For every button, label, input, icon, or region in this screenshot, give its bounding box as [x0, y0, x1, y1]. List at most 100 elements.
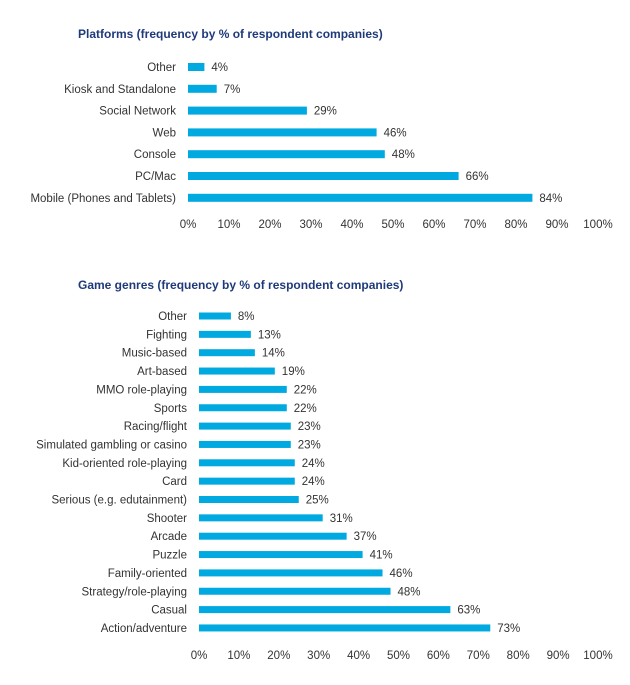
platforms-category-label: Web — [153, 127, 176, 139]
genres-value-label: 25% — [306, 495, 329, 507]
genres-category-label: Strategy/role-playing — [82, 586, 187, 598]
platforms-value-label: 84% — [539, 193, 562, 205]
platforms-value-label: 4% — [211, 62, 228, 74]
platforms-chart: Platforms (frequency by % of respondent … — [30, 27, 612, 231]
genres-category-label: Racing/flight — [124, 421, 188, 433]
genres-bar — [199, 514, 323, 522]
genres-value-label: 24% — [302, 476, 325, 488]
platforms-value-label: 29% — [314, 106, 337, 118]
genres-value-label: 23% — [298, 421, 321, 433]
platforms-value-label: 48% — [392, 149, 415, 161]
genres-value-label: 14% — [262, 348, 285, 360]
genres-bar — [199, 459, 295, 467]
platforms-chart-title: Platforms (frequency by % of respondent … — [78, 27, 383, 41]
platforms-category-label: Other — [147, 62, 176, 74]
genres-bar — [199, 330, 251, 338]
platforms-category-label: Mobile (Phones and Tablets) — [30, 193, 176, 205]
genres-category-label: Card — [162, 476, 187, 488]
platforms-x-tick-label: 0% — [180, 219, 197, 231]
genres-x-tick-label: 80% — [507, 650, 530, 662]
platforms-x-tick-label: 80% — [504, 219, 527, 231]
genres-bar — [199, 569, 383, 577]
genres-bar — [199, 606, 451, 614]
genres-value-label: 31% — [330, 513, 353, 525]
genres-category-label: Sports — [154, 403, 187, 415]
platforms-bar — [188, 193, 533, 202]
genres-category-label: Simulated gambling or casino — [36, 439, 187, 451]
platforms-x-tick-label: 100% — [583, 219, 612, 231]
platforms-value-label: 7% — [224, 84, 241, 96]
genres-bar — [199, 551, 363, 559]
platforms-value-label: 46% — [384, 127, 407, 139]
genres-x-tick-label: 60% — [427, 650, 450, 662]
genres-bar — [199, 624, 491, 632]
genres-category-label: Action/adventure — [101, 623, 187, 635]
genres-value-label: 8% — [238, 311, 255, 323]
genres-value-label: 24% — [302, 458, 325, 470]
platforms-value-label: 66% — [466, 171, 489, 183]
genres-category-label: Arcade — [151, 531, 187, 543]
genres-category-label: MMO role-playing — [96, 384, 187, 396]
genres-x-tick-label: 50% — [387, 650, 410, 662]
genres-value-label: 22% — [294, 384, 317, 396]
platforms-x-tick-label: 20% — [258, 219, 281, 231]
genres-bar — [199, 496, 299, 503]
genres-bar — [199, 367, 275, 375]
platforms-bar — [188, 128, 377, 137]
platforms-x-tick-label: 70% — [463, 219, 486, 231]
genres-value-label: 46% — [390, 568, 413, 580]
genres-x-tick-label: 70% — [467, 650, 490, 662]
genres-category-label: Other — [158, 311, 187, 323]
genres-value-label: 37% — [354, 531, 377, 543]
platforms-x-tick-label: 40% — [340, 219, 363, 231]
genres-value-label: 73% — [497, 623, 520, 635]
genres-x-tick-label: 30% — [307, 650, 330, 662]
genres-category-label: Puzzle — [152, 550, 187, 562]
genres-x-tick-label: 20% — [267, 650, 290, 662]
genres-bar — [199, 349, 255, 357]
genres-value-label: 13% — [258, 329, 281, 341]
platforms-category-label: PC/Mac — [135, 171, 176, 183]
genres-x-tick-label: 10% — [227, 650, 250, 662]
genres-bar — [199, 440, 291, 448]
genres-bar — [199, 312, 231, 320]
platforms-bar — [188, 84, 217, 93]
genres-category-label: Serious (e.g. edutainment) — [51, 495, 187, 507]
genres-category-label: Music-based — [122, 348, 187, 360]
platforms-x-tick-label: 30% — [299, 219, 322, 231]
genres-bar — [199, 532, 347, 540]
genres-category-label: Family-oriented — [108, 568, 187, 580]
platforms-bar — [188, 172, 459, 180]
platforms-bar — [188, 106, 307, 115]
genres-x-tick-label: 90% — [547, 650, 570, 662]
platforms-x-tick-label: 60% — [422, 219, 445, 231]
genres-category-label: Art-based — [137, 366, 187, 378]
genres-value-label: 63% — [457, 605, 480, 617]
platforms-category-label: Console — [134, 149, 176, 161]
genres-x-tick-label: 40% — [347, 650, 370, 662]
genres-value-label: 22% — [294, 403, 317, 415]
platforms-category-label: Social Network — [99, 106, 176, 118]
genres-value-label: 19% — [282, 366, 305, 378]
platforms-x-tick-label: 90% — [545, 219, 568, 231]
genres-category-label: Fighting — [146, 329, 187, 341]
platforms-category-label: Kiosk and Standalone — [64, 84, 176, 96]
platforms-bar — [188, 150, 385, 159]
game-genres-chart-title: Game genres (frequency by % of responden… — [78, 278, 403, 292]
genres-bar — [199, 587, 391, 595]
genres-value-label: 48% — [398, 586, 421, 598]
genres-category-label: Shooter — [147, 513, 187, 525]
genres-bar — [199, 385, 287, 393]
platforms-x-tick-label: 50% — [381, 219, 404, 231]
game-genres-chart: Game genres (frequency by % of responden… — [36, 278, 613, 662]
genres-value-label: 41% — [370, 550, 393, 562]
genres-bar — [199, 477, 295, 485]
genres-category-label: Kid-oriented role-playing — [62, 458, 187, 470]
genres-x-tick-label: 0% — [191, 650, 208, 662]
platforms-x-tick-label: 10% — [217, 219, 240, 231]
genres-x-tick-label: 100% — [583, 650, 612, 662]
genres-bar — [199, 404, 287, 412]
genres-category-label: Casual — [151, 605, 187, 617]
genres-value-label: 23% — [298, 439, 321, 451]
